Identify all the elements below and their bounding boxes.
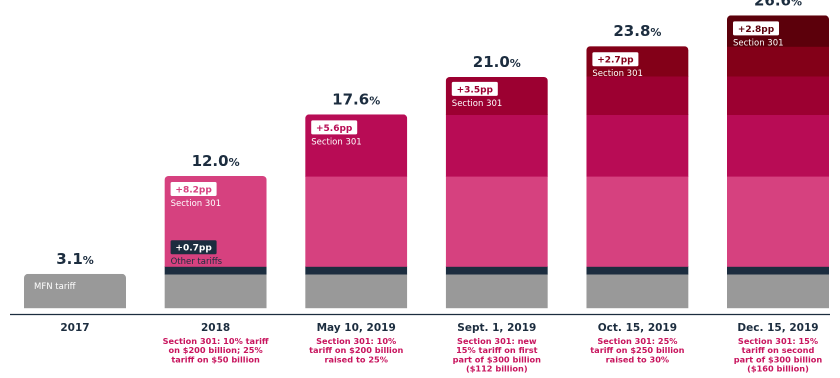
bar-5-segment-5 — [727, 46, 829, 77]
category-label-5: Dec. 15, 2019 — [737, 322, 818, 334]
bars-layer — [10, 15, 830, 316]
callout-badge-5: +2.7pp — [597, 56, 634, 66]
callout-text-3: Section 301 — [311, 137, 362, 147]
caption-5-line-3: ($160 billion) — [747, 364, 809, 374]
bar-1-segment-1 — [164, 266, 267, 275]
bar-4-segment-4 — [586, 75, 689, 115]
labels-layer: 3.1% 2017 12.0% 2018 Section 301: 10% tariff… — [34, 0, 822, 374]
total-label-1: 12.0% — [192, 152, 240, 170]
callout-badge-6: +2.8pp — [738, 25, 775, 35]
total-label-4: 23.8% — [613, 22, 661, 40]
bar-5-segment-2 — [727, 176, 829, 267]
bar-4-segment-2 — [586, 176, 689, 267]
caption-5-line-2: part of $300 billion — [734, 354, 823, 364]
category-label-0: 2017 — [60, 322, 89, 334]
callout-text-6: Section 301 — [733, 38, 784, 48]
category-label-2: May 10, 2019 — [317, 322, 396, 334]
bar-3-segment-3 — [445, 114, 548, 177]
total-unit-5: % — [791, 0, 802, 8]
bar-0 — [24, 273, 126, 309]
caption-2-line-0: Section 301: 10% — [316, 336, 396, 346]
callout-text-4: Section 301 — [452, 99, 503, 109]
bar-4-segment-1 — [586, 266, 689, 275]
caption-5-line-0: Section 301: 15% — [738, 336, 818, 346]
total-unit-4: % — [650, 26, 661, 39]
callout-badge-bg-3 — [311, 120, 358, 135]
bar-2-segment-2 — [305, 176, 408, 267]
caption-4-line-2: raised to 30% — [606, 354, 670, 364]
category-label-1: 2018 — [201, 322, 230, 334]
caption-2-line-2: raised to 25% — [324, 354, 388, 364]
bar-5-segment-4 — [727, 75, 829, 115]
category-label-4: Oct. 15, 2019 — [598, 322, 677, 334]
total-value-2: 17.6 — [332, 90, 369, 108]
bar-3-segment-1 — [445, 266, 548, 275]
total-value-4: 23.8 — [613, 22, 650, 40]
caption-2-line-1: tariff on $200 billion — [309, 345, 403, 355]
bar-3 — [445, 77, 548, 309]
caption-4-line-0: Section 301: 25% — [597, 336, 677, 346]
total-value-3: 21.0 — [473, 53, 510, 71]
total-unit-2: % — [369, 94, 380, 107]
bar-5-segment-1 — [727, 266, 829, 275]
callout-badge-bg-1 — [170, 240, 217, 255]
bar-4-segment-3 — [586, 114, 689, 177]
bar-4-segment-0 — [586, 273, 689, 309]
total-value-0: 3.1 — [56, 250, 83, 268]
callout-badge-1: +0.7pp — [175, 244, 212, 254]
total-unit-0: % — [83, 254, 94, 267]
total-value-5: 26.6 — [754, 0, 791, 9]
callout-badge-bg-4 — [451, 81, 498, 96]
callout-text-5: Section 301 — [592, 69, 643, 79]
bar-2-segment-1 — [305, 266, 408, 275]
caption-3-line-1: 15% tariff on first — [456, 345, 537, 355]
callout-text-1: Other tariffs — [171, 257, 223, 267]
bar-5 — [727, 15, 829, 309]
callout-badge-4: +3.5pp — [457, 85, 494, 95]
total-label-3: 21.0% — [473, 53, 521, 71]
bar-3-segment-0 — [445, 273, 548, 309]
total-label-2: 17.6% — [332, 90, 380, 108]
callout-badge-2: +8.2pp — [175, 186, 212, 196]
caption-3-line-3: ($112 billion) — [466, 364, 528, 374]
caption-1-line-2: tariff on $50 billion — [171, 354, 260, 364]
callout-badge-bg-2 — [170, 182, 217, 196]
caption-3-line-0: Section 301: new — [457, 336, 537, 346]
callout-badge-3: +5.6pp — [316, 124, 353, 134]
total-label-5: 26.6% — [754, 0, 802, 9]
category-label-3: Sept. 1, 2019 — [457, 322, 536, 334]
bar-1-segment-0 — [164, 273, 267, 309]
total-label-0: 3.1% — [56, 250, 94, 268]
bar-3-segment-2 — [445, 176, 548, 267]
callout-badge-bg-6 — [733, 21, 779, 36]
bar-2 — [305, 114, 408, 309]
caption-3-line-2: part of $300 billion — [453, 354, 542, 364]
caption-4-line-1: tariff on $250 billion — [590, 345, 684, 355]
total-value-1: 12.0 — [192, 152, 229, 170]
total-unit-3: % — [510, 57, 521, 70]
caption-1-line-1: on $200 billion; 25% — [168, 345, 262, 355]
bar-5-segment-0 — [727, 273, 829, 309]
bar-0-segment-0 — [24, 273, 126, 309]
caption-5-line-1: tariff on second — [742, 345, 815, 355]
bar-5-segment-3 — [727, 114, 829, 177]
callout-text-2: Section 301 — [171, 199, 222, 209]
bar-2-segment-0 — [305, 273, 408, 309]
callout-text-0: MFN tariff — [34, 282, 77, 292]
total-unit-1: % — [229, 156, 240, 169]
caption-1-line-0: Section 301: 10% tariff — [163, 336, 269, 346]
callout-badge-bg-5 — [592, 52, 639, 67]
bar-4 — [586, 46, 689, 309]
